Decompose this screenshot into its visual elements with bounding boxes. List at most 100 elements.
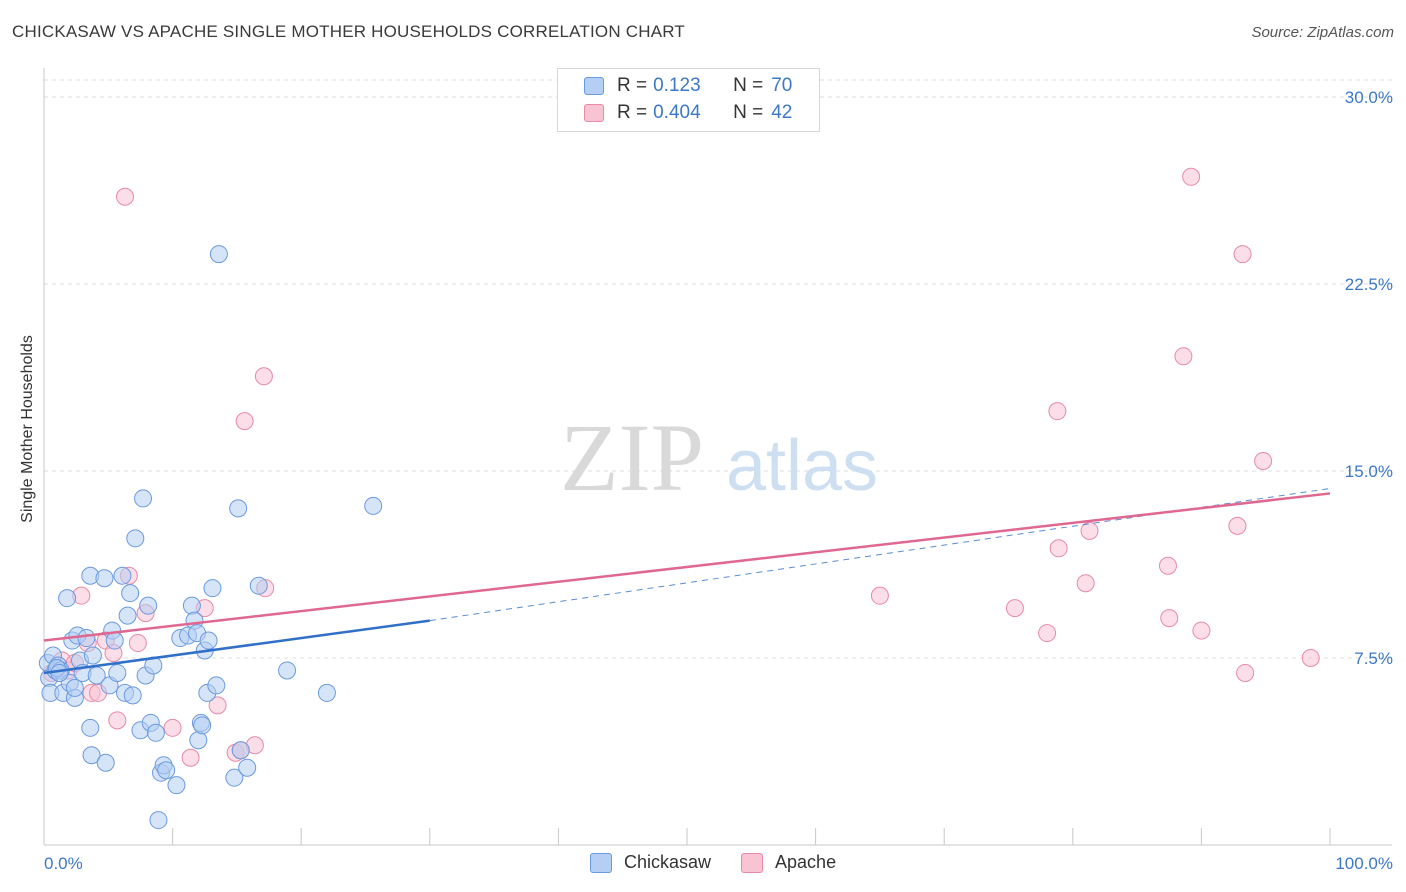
chickasaw-point: [149, 811, 168, 830]
chickasaw-point: [364, 496, 383, 515]
n-label: N =: [733, 75, 764, 96]
chickasaw-point: [118, 606, 137, 625]
chickasaw-point: [193, 716, 212, 735]
watermark-atlas: atlas: [726, 426, 878, 506]
apache-point: [1038, 624, 1057, 643]
legend-row-chickasaw: R = 0.123 N = 70: [584, 75, 792, 97]
apache-point: [1160, 609, 1179, 628]
chickasaw-point: [231, 741, 250, 760]
chickasaw-trend-extension: [429, 487, 1331, 622]
apache-point: [181, 748, 200, 767]
apache-point: [1254, 452, 1273, 471]
y-tick-label: 7.5%: [1354, 649, 1393, 668]
apache-point: [1174, 347, 1193, 366]
grid-lines: [44, 79, 1392, 659]
r-label: R =: [617, 75, 648, 96]
chickasaw-point: [139, 596, 158, 615]
apache-swatch: [584, 104, 604, 122]
legend-label: Chickasaw: [624, 852, 712, 872]
chickasaw-point: [77, 629, 96, 648]
x-tick-labels: 0.0% 100.0%: [44, 854, 1393, 873]
apache-point: [1005, 599, 1024, 618]
series-legend: Chickasaw Apache: [590, 852, 866, 873]
trend-lines: [43, 487, 1331, 675]
chart-title: CHICKASAW VS APACHE SINGLE MOTHER HOUSEH…: [12, 22, 685, 41]
y-tick-label: 15.0%: [1345, 462, 1393, 481]
legend-label: Apache: [775, 852, 837, 872]
chickasaw-point: [105, 631, 124, 650]
apache-swatch: [741, 852, 764, 873]
y-tick-labels: 7.5% 15.0% 22.5% 30.0%: [1345, 88, 1393, 668]
r-value: 0.404: [653, 102, 701, 123]
apache-point: [1236, 663, 1255, 682]
chickasaw-point: [83, 646, 102, 665]
apache-point: [1233, 245, 1252, 264]
chickasaw-swatch: [584, 77, 604, 95]
chickasaw-point: [113, 566, 132, 585]
chickasaw-point: [65, 678, 84, 697]
apache-point: [1158, 556, 1177, 575]
y-tick-label: 22.5%: [1345, 275, 1393, 294]
chickasaw-point: [317, 683, 336, 702]
watermark: ZIP atlas: [560, 404, 878, 511]
apache-point: [1228, 516, 1247, 535]
apache-point: [108, 711, 127, 730]
chickasaw-point: [58, 589, 77, 608]
n-label: N =: [733, 102, 764, 123]
apache-point: [163, 718, 182, 737]
chickasaw-point: [229, 499, 248, 518]
chickasaw-point: [95, 569, 114, 588]
chickasaw-point: [108, 663, 127, 682]
apache-point: [870, 586, 889, 605]
chickasaw-point: [249, 576, 268, 595]
r-label: R =: [617, 102, 648, 123]
x-tick-label: 100.0%: [1335, 854, 1393, 873]
chickasaw-point: [225, 768, 244, 787]
watermark-zip: ZIP: [560, 404, 704, 511]
x-tick-label: 0.0%: [44, 854, 83, 873]
apache-point: [254, 367, 273, 386]
apache-point: [1076, 574, 1095, 593]
chickasaw-point: [146, 723, 165, 742]
chickasaw-point: [121, 584, 140, 603]
legend-item-apache: Apache: [741, 852, 836, 873]
chickasaw-points: [38, 245, 383, 830]
apache-point: [1192, 621, 1211, 640]
apache-point: [208, 696, 227, 715]
legend-item-chickasaw: Chickasaw: [590, 852, 711, 873]
r-value: 0.123: [653, 75, 701, 96]
legend-row-apache: R = 0.404 N = 42: [584, 102, 792, 124]
apache-point: [1049, 539, 1068, 558]
chickasaw-point: [238, 758, 257, 777]
chickasaw-point: [126, 529, 145, 548]
apache-point: [235, 412, 254, 431]
chickasaw-point: [278, 661, 297, 680]
n-value: 42: [771, 102, 793, 123]
apache-point: [1182, 167, 1201, 186]
chickasaw-point: [209, 245, 228, 264]
chickasaw-swatch: [590, 852, 612, 873]
chickasaw-trend-line: [43, 619, 430, 675]
chickasaw-point: [82, 746, 101, 765]
chickasaw-point: [81, 718, 100, 737]
apache-point: [116, 187, 135, 206]
axes: [43, 68, 1392, 846]
chickasaw-point: [207, 676, 226, 695]
chickasaw-point: [189, 731, 208, 750]
stats-legend: R = 0.123 N = 70 R = 0.404 N = 42: [557, 68, 820, 132]
y-tick-label: 30.0%: [1345, 88, 1393, 107]
chickasaw-point: [199, 631, 218, 650]
apache-point: [1080, 521, 1099, 540]
apache-point: [128, 634, 147, 653]
chickasaw-point: [182, 596, 201, 615]
chickasaw-point: [157, 761, 176, 780]
apache-point: [1048, 402, 1067, 421]
chickasaw-point: [123, 686, 142, 705]
apache-trend-line: [43, 492, 1331, 642]
apache-point: [1301, 649, 1320, 667]
chickasaw-point: [50, 663, 69, 682]
source-label: Source: ZipAtlas.com: [1251, 24, 1394, 41]
n-value: 70: [771, 75, 793, 96]
chickasaw-point: [203, 579, 222, 598]
